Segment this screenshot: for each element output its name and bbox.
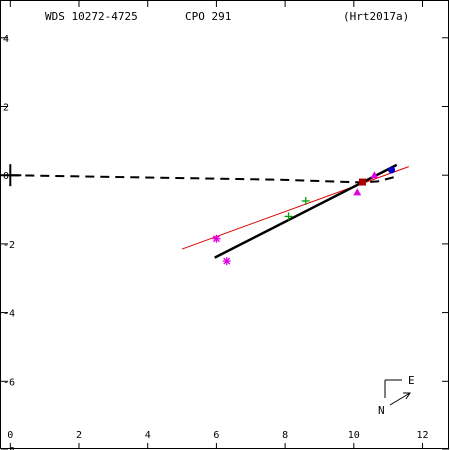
asterisk-stroke bbox=[223, 257, 231, 265]
triangle-point bbox=[353, 188, 362, 196]
x-tick-label: 0 bbox=[7, 430, 13, 441]
asterisk-point bbox=[222, 257, 231, 266]
compass-east-label: E bbox=[408, 374, 415, 387]
x-tick-label: 12 bbox=[416, 430, 428, 441]
x-tick-label: 4 bbox=[145, 430, 151, 441]
compass-north-label: N bbox=[378, 404, 385, 417]
dashed-orbit-path bbox=[10, 174, 396, 184]
header-cpo: CPO 291 bbox=[185, 10, 231, 23]
x-tick-label: 8 bbox=[282, 430, 288, 441]
triangle-point bbox=[370, 171, 379, 179]
compass-arrow-shaft bbox=[389, 392, 411, 406]
compass: E N bbox=[378, 374, 415, 417]
x-tick-label: 6 bbox=[213, 430, 219, 441]
x-tick-label: 10 bbox=[348, 430, 360, 441]
square-point bbox=[358, 178, 366, 186]
y-tick-label: -2 bbox=[3, 240, 15, 251]
plus-point bbox=[284, 212, 293, 221]
marks bbox=[0, 163, 409, 266]
y-tick-label: 0 bbox=[3, 171, 9, 182]
y-tick-label: -8 bbox=[3, 446, 15, 450]
plus-point bbox=[301, 196, 310, 205]
fit-line bbox=[181, 166, 409, 250]
asterisk-stroke bbox=[212, 235, 220, 243]
y-tick-label: 2 bbox=[3, 102, 9, 113]
y-tick-label: 4 bbox=[3, 34, 9, 45]
y-tick-label: -4 bbox=[3, 309, 15, 320]
asterisk-point bbox=[212, 234, 221, 243]
header: WDS 10272-4725 CPO 291 (Hrt2017a) bbox=[45, 10, 409, 23]
compass-arrow-head bbox=[403, 392, 411, 400]
header-ref: (Hrt2017a) bbox=[343, 10, 409, 23]
motion-line bbox=[214, 163, 398, 259]
circle-point bbox=[388, 166, 396, 174]
y-tick-label: -6 bbox=[3, 377, 15, 388]
header-wds: WDS 10272-4725 bbox=[45, 10, 138, 23]
x-tick-label: 2 bbox=[76, 430, 82, 441]
